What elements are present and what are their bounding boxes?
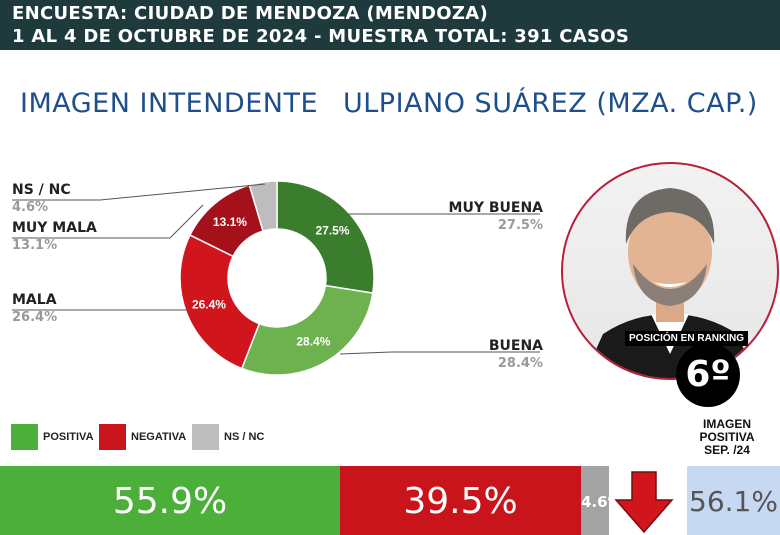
survey-title: ENCUESTA: CIUDAD DE MENDOZA (MENDOZA) [12, 3, 488, 24]
bar-negativa-label: 39.5% [403, 481, 518, 522]
legend-swatch-nsnc [192, 424, 219, 450]
slice-mala [179, 234, 261, 370]
label-muy-buena-name: MUY BUENA [448, 200, 543, 216]
arrow-down-icon [614, 471, 674, 534]
slice-muy-buena [276, 180, 375, 295]
leader-line [12, 204, 204, 239]
chart-subject: ULPIANO SUÁREZ (MZA. CAP.) [343, 88, 758, 119]
slice-label-buena: 28.4% [296, 334, 330, 348]
legend-swatch-negativa [99, 424, 126, 450]
legend-swatch-positiva [11, 424, 38, 450]
previous-heading-line2: POSITIVA [699, 430, 755, 444]
bar-negativa: 39.5% [340, 466, 581, 535]
slice-label-muy-mala: 13.1% [213, 215, 247, 229]
chart-title: IMAGEN INTENDENTE [20, 88, 319, 119]
previous-heading: IMAGEN POSITIVA SEP. /24 [672, 418, 780, 457]
label-nsnc-name: NS / NC [12, 182, 71, 198]
bar-nsnc: 4.6% [581, 466, 623, 535]
leader-line [339, 351, 540, 355]
label-mala-value: 26.4% [12, 310, 58, 325]
bar-positiva: 55.9% [0, 466, 340, 535]
previous-value-box: 56.1% [687, 466, 780, 535]
legend-label-nsnc: NS / NC [224, 431, 265, 443]
slice-buena [240, 284, 374, 376]
header-bar: ENCUESTA: CIUDAD DE MENDOZA (MENDOZA) 1 … [0, 0, 780, 50]
slice-label-mala: 26.4% [192, 297, 226, 311]
label-muy-mala-name: MUY MALA [12, 220, 97, 236]
legend-label-negativa: NEGATIVA [131, 431, 187, 443]
label-buena: BUENA 28.4% [489, 338, 543, 371]
candidate-photo [561, 162, 779, 380]
label-muy-mala-value: 13.1% [12, 238, 58, 253]
slice-nsnc [248, 180, 278, 232]
label-buena-value: 28.4% [497, 356, 543, 371]
label-mala-name: MALA [12, 292, 57, 308]
label-muy-buena: MUY BUENA 27.5% [449, 200, 543, 233]
donut-chart: 27.5% 28.4% 26.4% 13.1% [12, 180, 540, 376]
label-mala: MALA 26.4% [12, 292, 57, 325]
survey-details: 1 AL 4 DE OCTUBRE DE 2024 - MUESTRA TOTA… [12, 26, 630, 47]
previous-heading-line1: IMAGEN [703, 417, 751, 431]
previous-value: 56.1% [689, 485, 778, 518]
label-muy-buena-value: 27.5% [497, 218, 543, 233]
previous-heading-line3: SEP. /24 [704, 443, 750, 457]
ranking-label: POSICIÓN EN RANKING [625, 331, 749, 346]
bar-positiva-label: 55.9% [112, 481, 228, 522]
leader-line [12, 183, 266, 201]
legend-label-positiva: POSITIVA [43, 431, 94, 443]
label-muy-mala: MUY MALA 13.1% [12, 220, 97, 253]
ranking-badge: 6º [676, 343, 740, 407]
label-buena-name: BUENA [488, 338, 543, 354]
slice-label-muy-buena: 27.5% [315, 224, 349, 238]
bar-nsnc-label: 4.6% [581, 493, 623, 511]
label-nsnc-value: 4.6% [12, 200, 49, 215]
label-nsnc: NS / NC 4.6% [12, 182, 71, 215]
